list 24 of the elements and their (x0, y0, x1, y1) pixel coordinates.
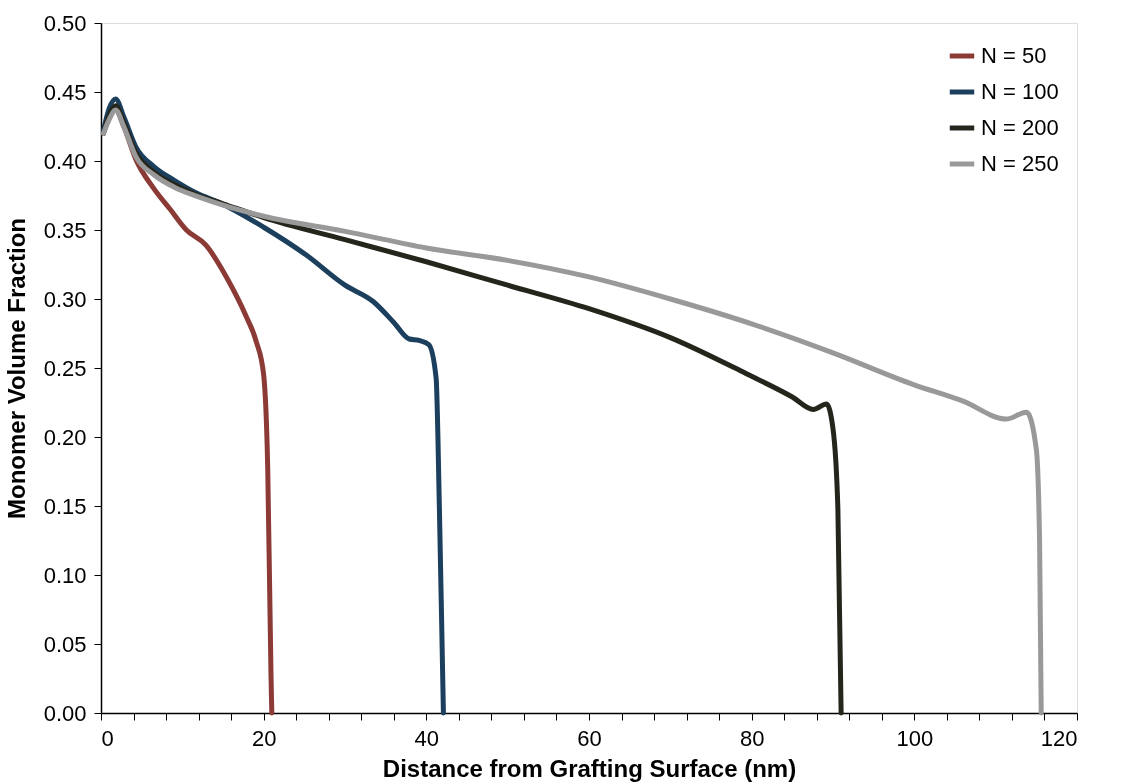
x-tick-label: 40 (414, 725, 440, 751)
y-tick-label: 0.20 (43, 424, 87, 450)
y-tick-label: 0.30 (43, 286, 87, 312)
legend-label: N = 250 (981, 151, 1059, 176)
y-tick-label: 0.45 (43, 79, 87, 105)
y-tick-label: 0.00 (43, 700, 87, 726)
y-tick-label: 0.40 (43, 148, 87, 174)
x-tick-label: 100 (896, 725, 934, 751)
y-axis-title: Monomer Volume Fraction (2, 218, 30, 519)
legend-label: N = 200 (981, 115, 1059, 140)
x-tick-label: 60 (577, 725, 602, 751)
y-tick-label: 0.35 (43, 217, 87, 243)
x-tick-label: 0 (101, 725, 114, 751)
y-tick-label: 0.15 (43, 493, 87, 519)
x-tick-label: 80 (739, 725, 765, 751)
legend-label: N = 100 (981, 79, 1059, 104)
x-axis-title: Distance from Grafting Surface (nm) (382, 754, 797, 782)
x-tick-label: 120 (1040, 725, 1078, 751)
y-tick-label: 0.10 (43, 562, 87, 588)
x-tick-label: 20 (251, 725, 277, 751)
y-tick-label: 0.05 (43, 631, 87, 657)
legend-label: N = 50 (981, 43, 1047, 68)
y-tick-label: 0.50 (43, 10, 87, 36)
y-tick-label: 0.25 (43, 355, 87, 381)
